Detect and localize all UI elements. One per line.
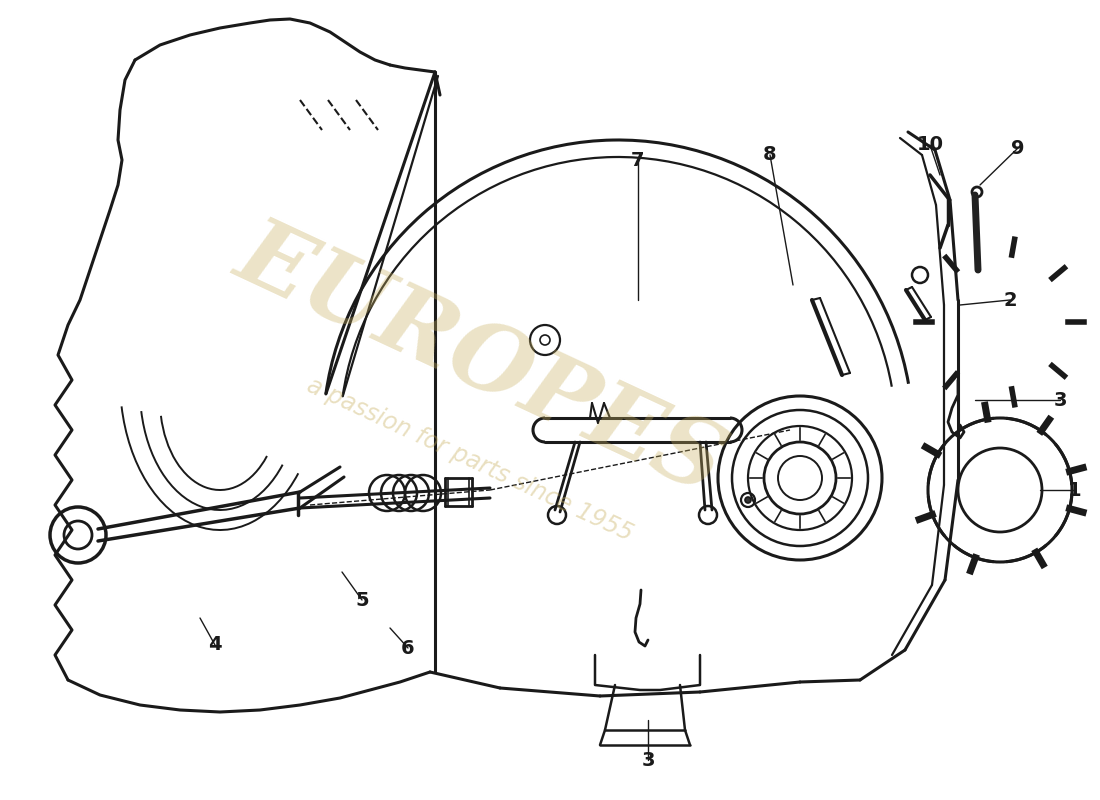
Text: 10: 10: [916, 135, 944, 154]
Text: 1: 1: [1068, 481, 1081, 499]
Circle shape: [745, 497, 751, 503]
Text: 4: 4: [208, 635, 222, 654]
Text: 3: 3: [641, 750, 654, 770]
Text: 5: 5: [355, 590, 368, 610]
Text: 2: 2: [1003, 290, 1016, 310]
Text: EUROPES: EUROPES: [222, 208, 738, 512]
Text: 8: 8: [763, 146, 777, 165]
Text: a passion for parts since 1955: a passion for parts since 1955: [304, 374, 637, 546]
Text: 3: 3: [1054, 390, 1067, 410]
Text: 6: 6: [402, 638, 415, 658]
Text: 9: 9: [1011, 138, 1025, 158]
Text: 7: 7: [631, 150, 645, 170]
